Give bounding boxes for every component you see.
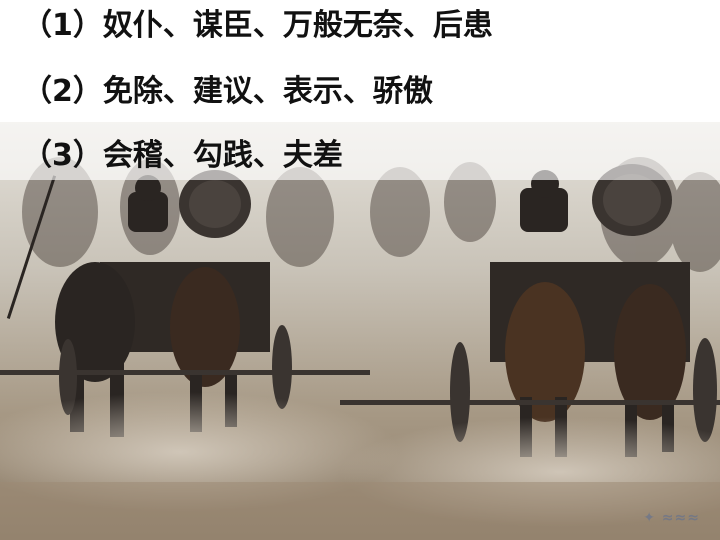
- chariot-battle-photo: [0, 122, 720, 540]
- vocab-line-1: （1）奴仆、谋臣、万般无奈、后患: [22, 8, 493, 43]
- vocab-line-3: （3）会稽、勾践、夫差: [22, 138, 343, 173]
- text-highlight-band: [0, 122, 720, 180]
- watermark-logo: ✦ ≈≈≈: [643, 510, 700, 526]
- vocab-line-2: （2）免除、建议、表示、骄傲: [22, 74, 433, 109]
- left-chariot: [0, 170, 370, 437]
- right-chariot: [340, 164, 720, 457]
